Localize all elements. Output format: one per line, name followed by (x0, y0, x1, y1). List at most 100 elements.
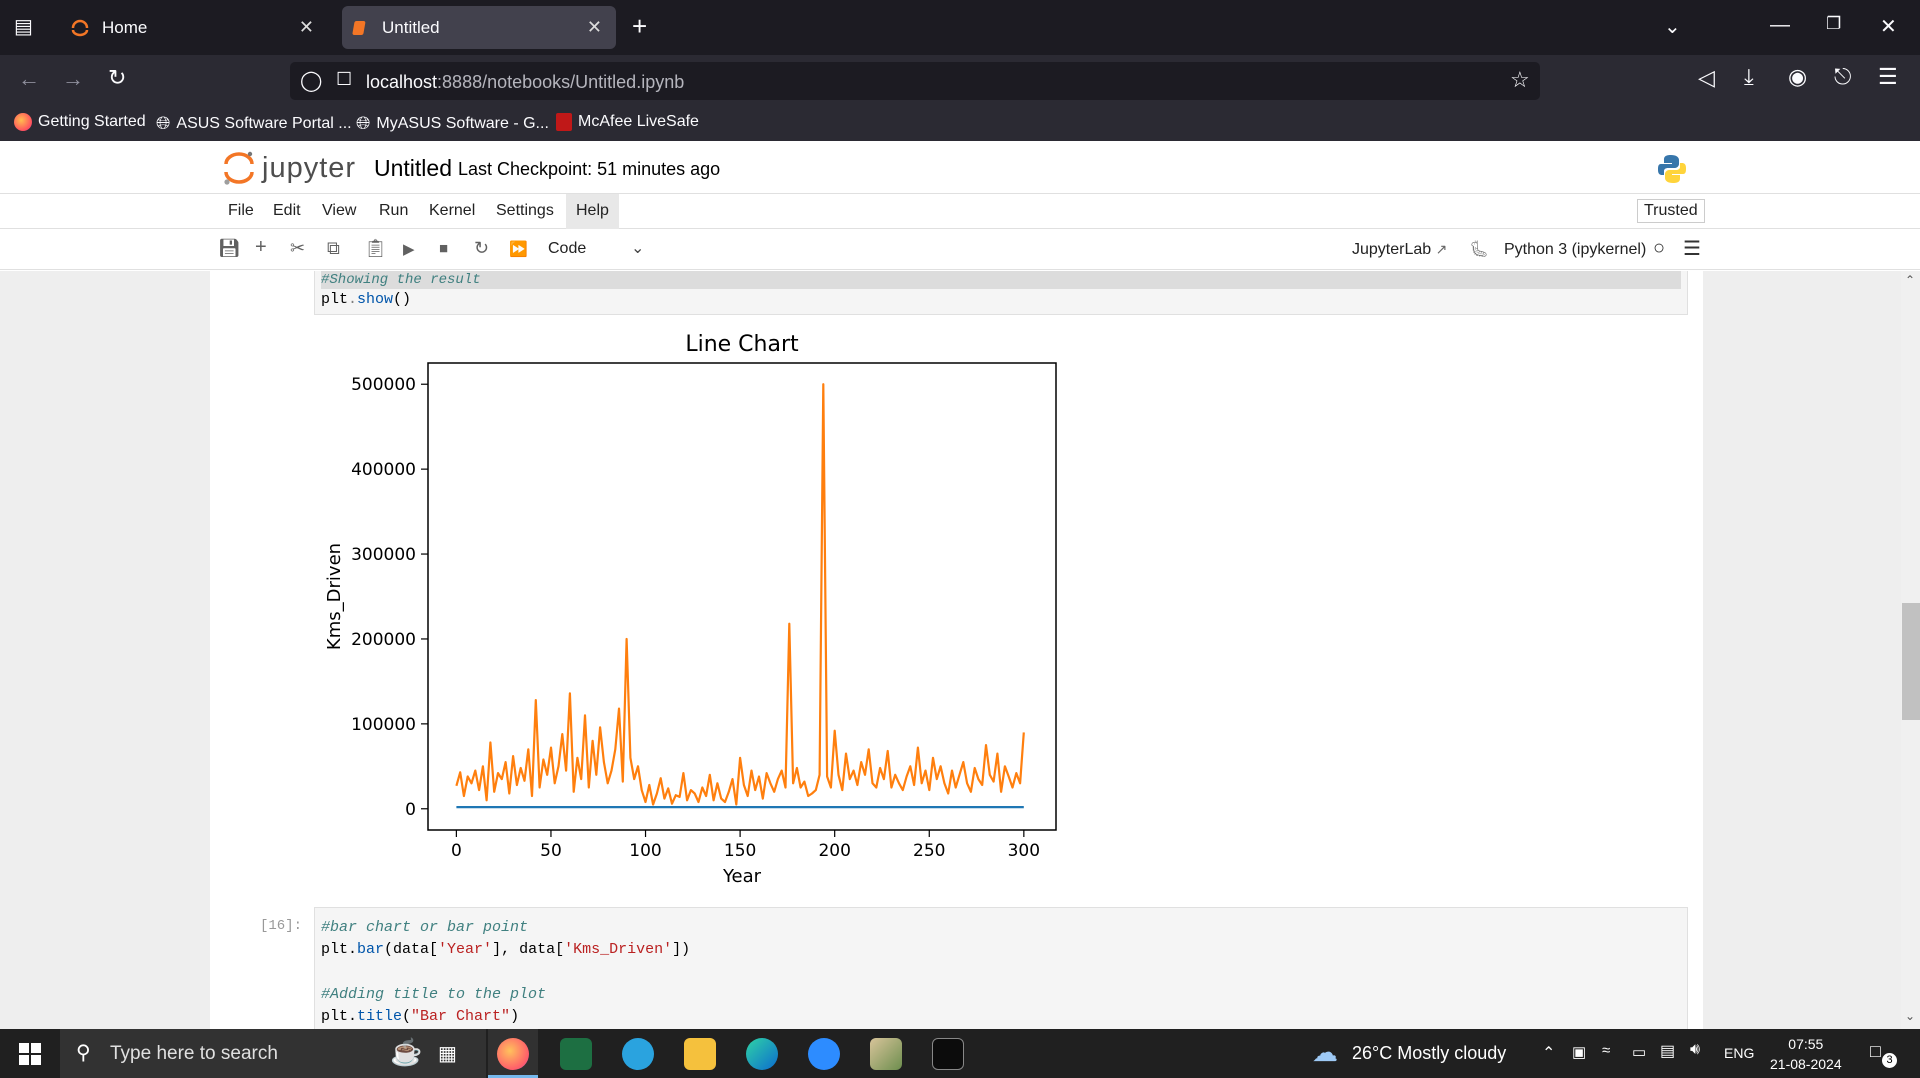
shield-icon[interactable]: ◯ (300, 70, 323, 92)
cell-type-select[interactable]: Code (548, 240, 587, 257)
menu-view[interactable]: View (322, 202, 357, 219)
taskbar-search-box[interactable]: ⚲ Type here to search ☕ (60, 1029, 486, 1078)
line-chart: Line Chart 0 50 100 150 200 250 300 0 100000 20000… (324, 332, 1057, 887)
menu-icon[interactable]: ☰ (1683, 238, 1701, 260)
globe-icon: 🌐︎ (156, 113, 171, 133)
notebook-favicon-icon (352, 20, 366, 35)
restore-icon[interactable]: ❐ (1826, 14, 1842, 33)
chevron-down-icon[interactable]: ⌄ (631, 240, 645, 257)
telegram-taskbar-icon[interactable] (622, 1038, 654, 1070)
debugger-icon[interactable]: 🐛︎ (1469, 241, 1490, 258)
list-all-tabs-icon[interactable]: ⌄ (1664, 16, 1681, 38)
menu-edit[interactable]: Edit (273, 202, 301, 219)
trusted-indicator[interactable]: Trusted (1637, 199, 1705, 223)
x-tick-label: 250 (913, 841, 945, 861)
jupyterlab-link[interactable]: JupyterLab ↗ (1352, 241, 1448, 258)
url-bar[interactable]: ◯ ☐ localhost:8888/notebooks/Untitled.ip… (290, 62, 1540, 100)
tab-list-icon[interactable]: ▤ (14, 16, 33, 38)
menu-run[interactable]: Run (379, 202, 409, 219)
bookmark-myasus[interactable]: 🌐︎ MyASUS Software - G... (356, 113, 549, 134)
x-tick-label: 50 (540, 841, 562, 861)
scrollbar-thumb[interactable] (1902, 603, 1920, 720)
paste-icon[interactable]: 📋︎ (364, 238, 387, 258)
menu-file[interactable]: File (228, 202, 254, 219)
notebook-title[interactable]: Untitled (374, 155, 452, 181)
jupyter-wordmark: jupyter (262, 151, 357, 184)
stop-icon[interactable]: ■ (439, 240, 449, 257)
python-logo-icon (1658, 155, 1686, 183)
scroll-up-icon[interactable]: ⌃ (1905, 273, 1916, 287)
y-tick-label: 100000 (351, 715, 416, 735)
bookmarks-toolbar: Getting Started 🌐︎ ASUS Software Portal … (0, 109, 1920, 141)
scroll-down-icon[interactable]: ⌄ (1905, 1009, 1916, 1023)
weather-text[interactable]: 26°C Mostly cloudy (1352, 1043, 1507, 1063)
account-icon[interactable]: ◉ (1788, 64, 1808, 89)
meet-now-icon[interactable]: ▣ (1572, 1044, 1587, 1061)
bookmark-getting-started[interactable]: Getting Started (14, 113, 146, 131)
y-tick-label: 500000 (351, 375, 416, 395)
bookmark-label: ASUS Software Portal ... (176, 114, 352, 132)
add-cell-icon[interactable]: + (255, 236, 267, 258)
y-tick-label: 200000 (351, 630, 416, 650)
excel-taskbar-icon[interactable] (560, 1038, 592, 1070)
tab-untitled[interactable]: Untitled ✕ (342, 6, 616, 49)
run-icon[interactable]: ▶ (403, 241, 415, 258)
fast-forward-icon[interactable]: ⏩ (509, 241, 528, 258)
firefox-taskbar-icon[interactable] (497, 1038, 529, 1070)
network-icon[interactable]: ▤ (1660, 1043, 1676, 1060)
save-icon[interactable]: 💾︎ (218, 238, 241, 258)
back-icon[interactable]: ← (18, 66, 40, 91)
chart-title: Line Chart (685, 332, 799, 357)
show-hidden-icons-icon[interactable]: ⌃ (1542, 1045, 1556, 1062)
file-explorer-taskbar-icon[interactable] (684, 1038, 716, 1070)
photos-taskbar-icon[interactable] (870, 1038, 902, 1070)
code-line: plt.show() (321, 291, 412, 308)
clock[interactable]: 07:55 21-08-2024 (1770, 1034, 1842, 1074)
menu-settings[interactable]: Settings (496, 202, 554, 219)
code-line: plt.title("Bar Chart") (321, 1008, 520, 1025)
bookmark-label: McAfee LiveSafe (578, 113, 699, 130)
clock-date: 21-08-2024 (1770, 1056, 1842, 1072)
checkpoint-status: Last Checkpoint: 51 minutes ago (458, 159, 721, 179)
bookmark-mcafee[interactable]: McAfee LiveSafe (556, 113, 699, 131)
zoom-taskbar-icon[interactable] (808, 1038, 840, 1070)
restart-icon[interactable]: ↻ (474, 238, 490, 258)
bookmark-asus-portal[interactable]: 🌐︎ ASUS Software Portal ... (156, 113, 352, 134)
windows-start-icon[interactable] (19, 1043, 41, 1065)
cut-icon[interactable]: ✂ (290, 238, 306, 258)
close-window-icon[interactable]: ✕ (1880, 16, 1897, 38)
notifications-icon[interactable]: □ (1870, 1041, 1881, 1061)
reload-icon[interactable]: ↻ (108, 65, 127, 90)
edge-taskbar-icon[interactable] (746, 1038, 778, 1070)
new-tab-icon[interactable]: + (632, 11, 648, 41)
downloads-icon[interactable]: ⤓ (1744, 64, 1754, 89)
minimize-icon[interactable]: — (1770, 14, 1790, 36)
jupyter-logo[interactable]: jupyter (222, 150, 356, 186)
code-cell-previous[interactable]: #Showing the result plt.show() (314, 271, 1688, 315)
code-comment: #Adding title to the plot (321, 986, 547, 1003)
page-info-icon[interactable]: ☐ (336, 69, 353, 89)
wifi-icon[interactable]: ≈ (1602, 1042, 1611, 1059)
tab-home[interactable]: Home ✕ (56, 6, 328, 49)
bookmark-star-icon[interactable]: ☆ (1510, 67, 1530, 92)
close-tab-icon[interactable]: ✕ (586, 17, 602, 37)
menu-help[interactable]: Help (566, 194, 619, 229)
terminal-taskbar-icon[interactable] (932, 1038, 964, 1070)
close-tab-icon[interactable]: ✕ (298, 17, 314, 37)
battery-icon[interactable]: ▭ (1632, 1044, 1647, 1061)
x-tick-label: 0 (451, 841, 462, 861)
menu-kernel[interactable]: Kernel (429, 202, 476, 219)
forward-icon[interactable]: → (62, 66, 84, 91)
task-view-icon[interactable]: ▦ (438, 1043, 457, 1065)
language-indicator[interactable]: ENG (1724, 1045, 1755, 1061)
app-menu-icon[interactable]: ☰ (1878, 64, 1898, 89)
series-line-1 (455, 383, 1025, 806)
code-cell-16[interactable]: #bar chart or bar point plt.bar(data['Ye… (314, 907, 1688, 1029)
tab-home-label: Home (102, 17, 148, 37)
kernel-name[interactable]: Python 3 (ipykernel) (1504, 241, 1647, 258)
extensions-icon[interactable]: ⎋ (1834, 64, 1852, 89)
volume-icon[interactable]: 🔊︎ (1690, 1041, 1701, 1058)
code-comment: #Showing the result (321, 272, 481, 288)
copy-icon[interactable]: ⧉ (327, 238, 340, 258)
pocket-icon[interactable]: ◁ (1698, 65, 1715, 90)
